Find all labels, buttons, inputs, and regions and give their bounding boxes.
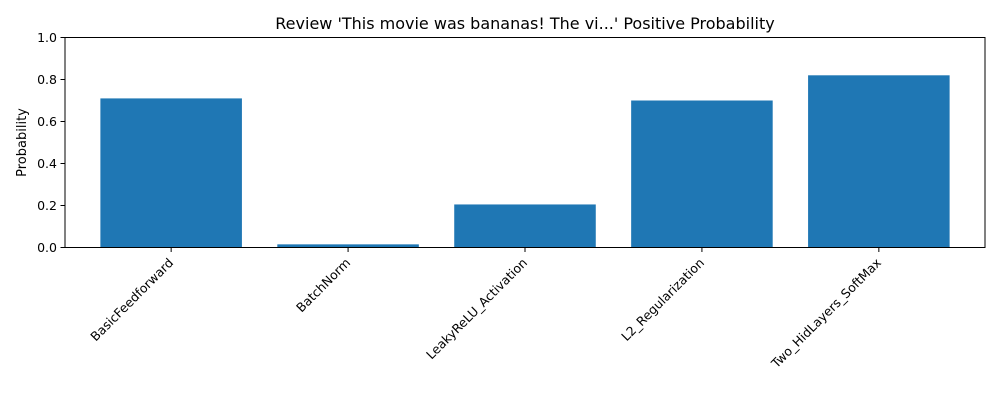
y-axis-label: Probability (15, 108, 30, 177)
bar-leakyrelu-activation (454, 204, 596, 248)
bar-l2-regularization (631, 100, 773, 248)
x-tick-label: BatchNorm (293, 255, 353, 315)
y-axis: 0.0 0.2 0.4 0.6 0.8 1.0 (37, 30, 65, 255)
x-tick-label: LeakyReLU_Activation (423, 255, 530, 362)
bars-group (100, 75, 950, 248)
x-tick-label: L2_Regularization (618, 255, 707, 344)
y-tick-label: 0.4 (37, 156, 57, 171)
bar-batchnorm (277, 244, 419, 248)
bar-basicfeedforward (100, 98, 242, 248)
bar-two-hidlayers-softmax (808, 75, 950, 248)
x-tick-label: BasicFeedforward (87, 255, 176, 344)
y-tick-label: 0.2 (37, 198, 57, 213)
y-tick-label: 0.0 (37, 240, 57, 255)
chart-title: Review 'This movie was bananas! The vi..… (275, 14, 774, 33)
y-tick-label: 0.6 (37, 114, 57, 129)
plot-frame (64, 37, 986, 248)
x-axis: BasicFeedforward BatchNorm LeakyReLU_Activ… (87, 247, 884, 371)
y-tick-label: 1.0 (37, 30, 57, 45)
x-tick-label: Two_HidLayers_SoftMax (768, 255, 884, 371)
y-tick-label: 0.8 (37, 72, 57, 87)
